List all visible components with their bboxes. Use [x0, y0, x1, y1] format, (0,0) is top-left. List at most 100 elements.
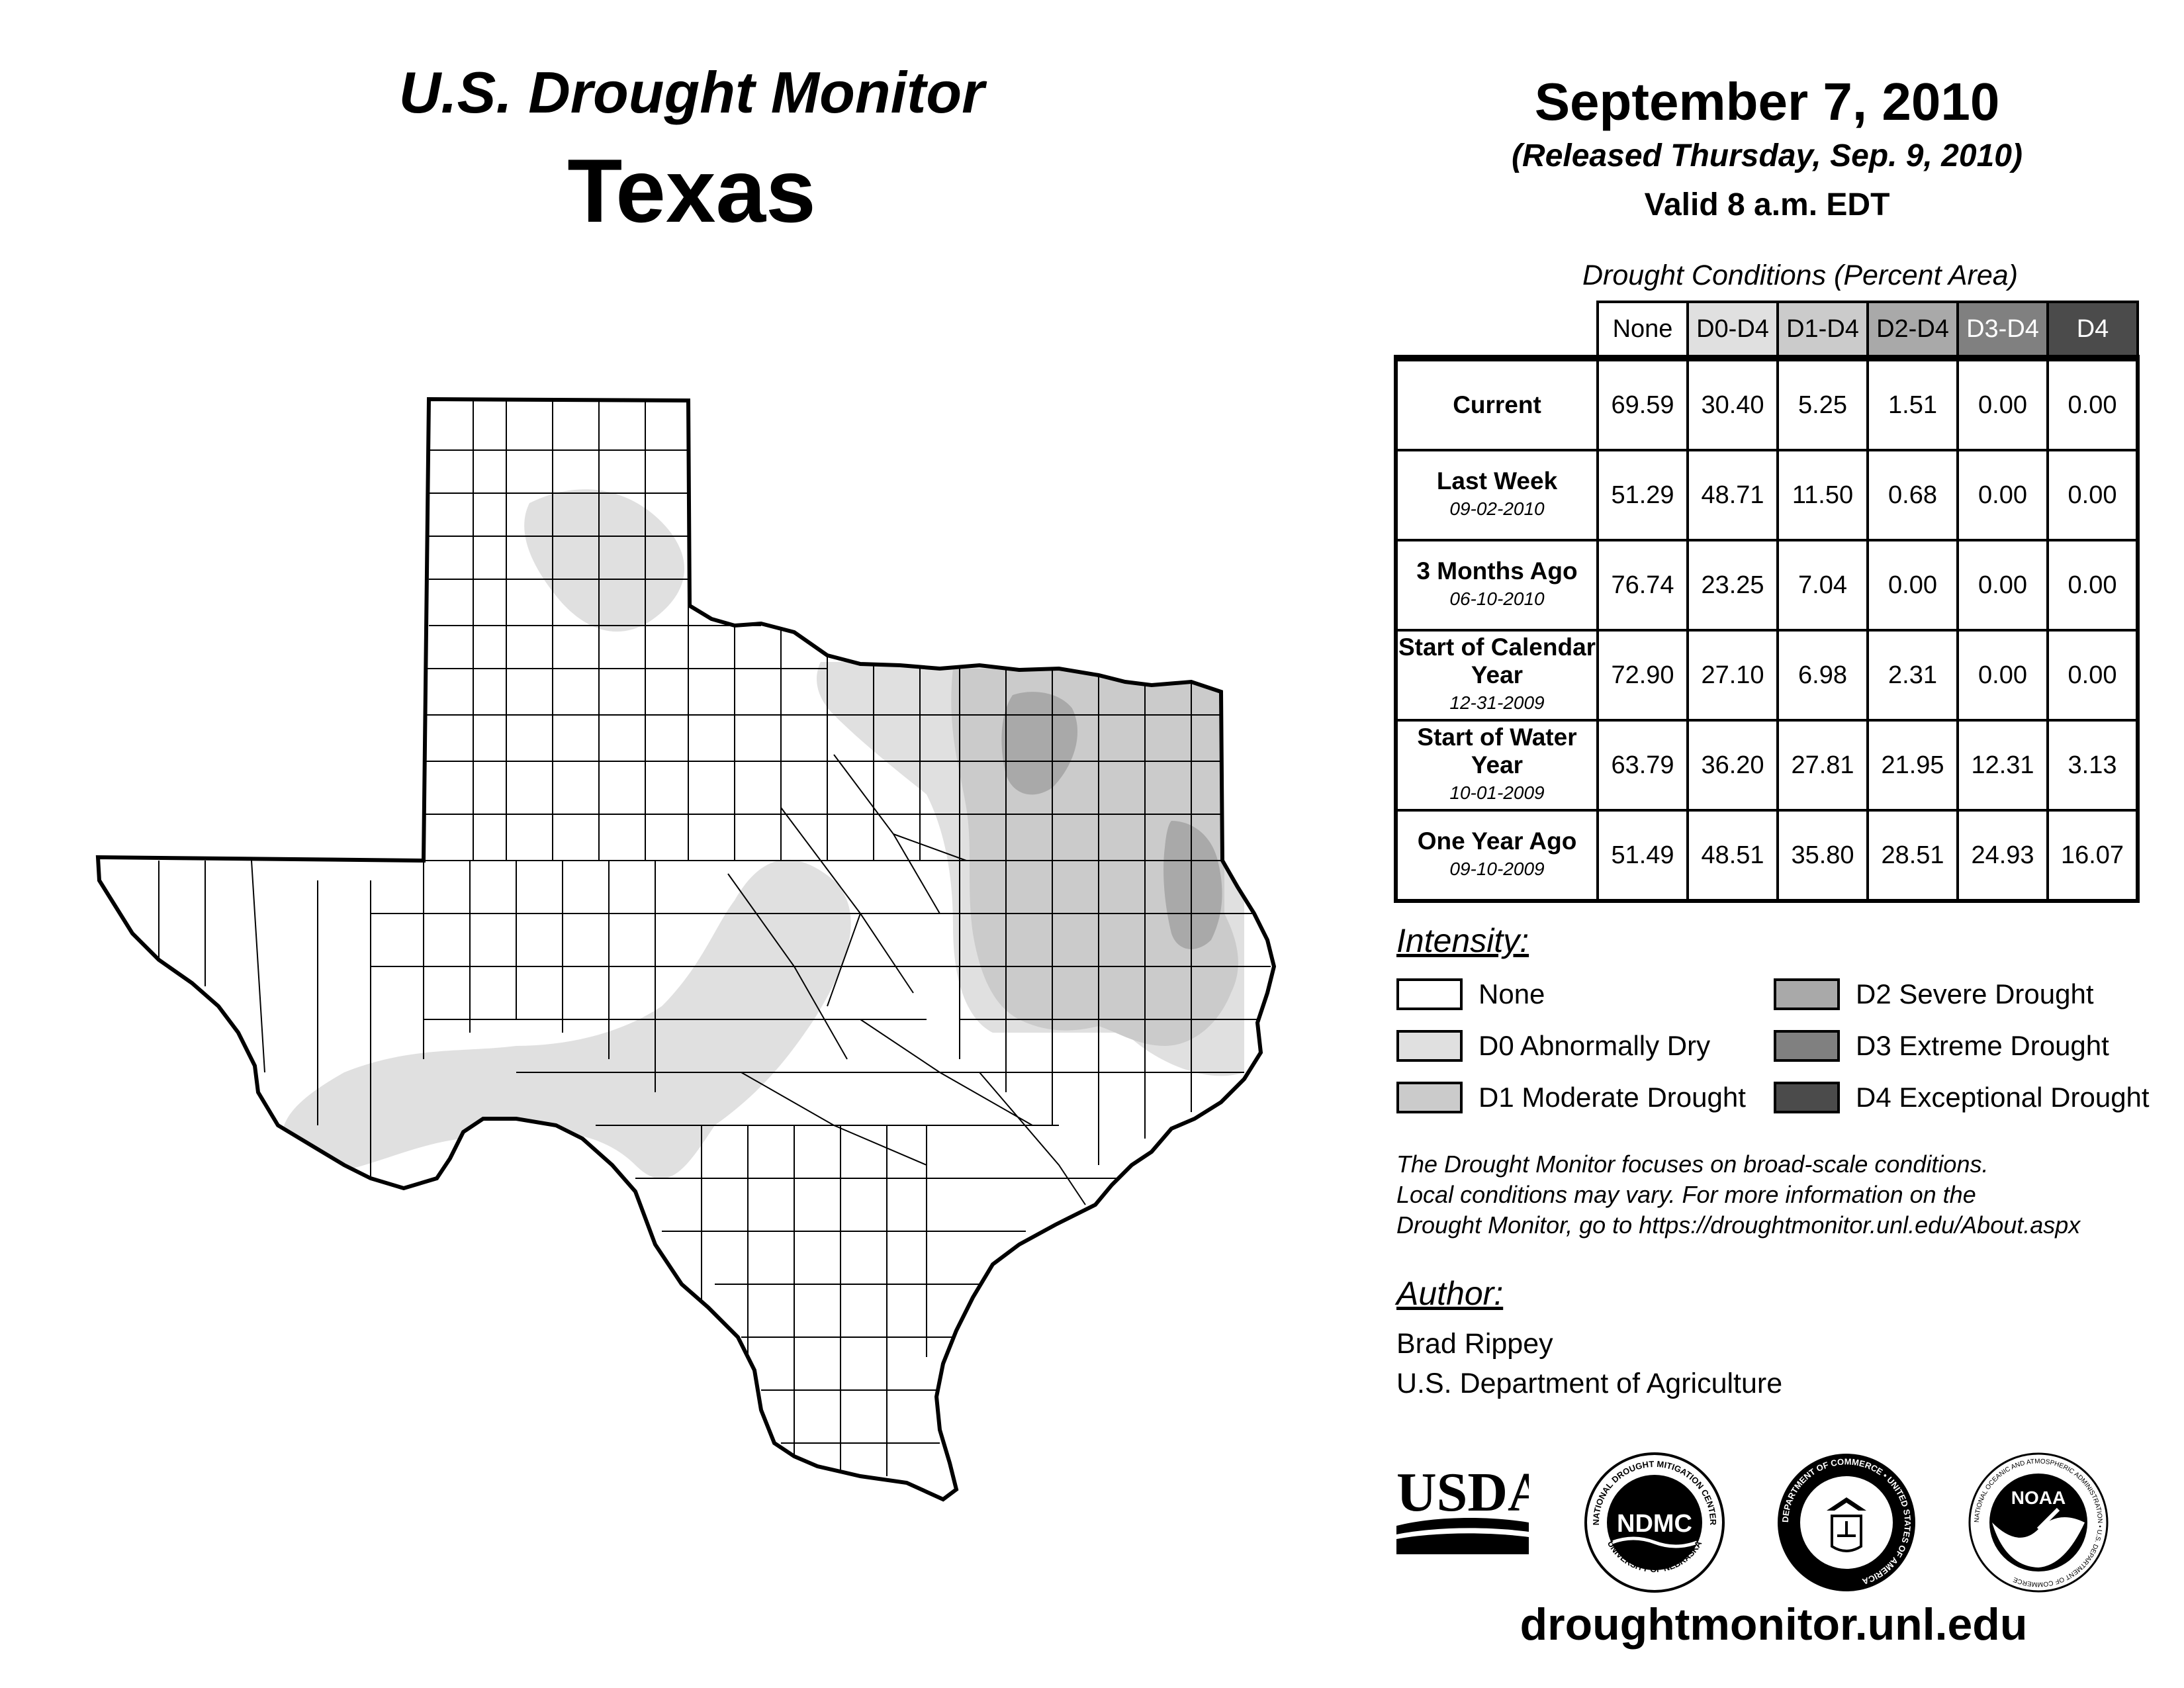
- legend-item-d0: D0 Abnormally Dry: [1396, 1030, 1710, 1062]
- table-cell: 0.00: [1956, 449, 2049, 541]
- row-label-text: One Year Ago: [1417, 827, 1577, 855]
- table-cell: 7.04: [1776, 539, 1869, 632]
- table-row: Start of Calendar Year 12-31-2009 72.90 27.…: [1394, 629, 2140, 722]
- row-date: 09-02-2010: [1449, 498, 1545, 519]
- legend-item-d3: D3 Extreme Drought: [1774, 1030, 2109, 1062]
- table-cell: 48.51: [1686, 809, 1779, 903]
- col-header: D2-D4: [1866, 301, 1959, 359]
- usda-logo: USDA: [1396, 1463, 1529, 1554]
- table-row: 3 Months Ago 06-10-2010 76.74 23.25 7.04 0.00…: [1394, 539, 2140, 632]
- table-cell: 2.31: [1866, 629, 1959, 722]
- note-line: The Drought Monitor focuses on broad-sca…: [1396, 1150, 1989, 1178]
- row-label: Start of Water Year 10-01-2009: [1394, 719, 1599, 812]
- table-cell: 21.95: [1866, 719, 1959, 812]
- table-cell: 3.13: [2046, 719, 2140, 812]
- ndmc-logo: NDMC NATIONAL DROUGHT MITIGATION CENTER …: [1584, 1452, 1725, 1593]
- row-date: 06-10-2010: [1449, 588, 1545, 609]
- date-block: September 7, 2010 (Released Thursday, Se…: [1416, 71, 2118, 225]
- table-cell: 76.74: [1596, 539, 1689, 632]
- valid-time: Valid 8 a.m. EDT: [1644, 187, 1890, 222]
- table-cell: 0.00: [1956, 629, 2049, 722]
- noaa-logo: NOAA NATIONAL OCEANIC AND ATMOSPHERIC AD…: [1968, 1452, 2109, 1593]
- legend-label: D2 Severe Drought: [1856, 978, 2094, 1009]
- row-label: Current: [1394, 355, 1599, 451]
- d2-area-northeast: [1001, 692, 1078, 795]
- col-header: D0-D4: [1686, 301, 1779, 359]
- table-cell: 30.40: [1686, 355, 1779, 451]
- table-cell: 35.80: [1776, 809, 1869, 903]
- row-date: 12-31-2009: [1449, 692, 1545, 713]
- d0-area-panhandle: [524, 489, 684, 632]
- author-title: Author:: [1396, 1275, 1504, 1312]
- disclaimer-note: The Drought Monitor focuses on broad-sca…: [1396, 1149, 2164, 1241]
- col-header: D3-D4: [1956, 301, 2049, 359]
- table-header-row: None D0-D4 D1-D4 D2-D4 D3-D4 D4: [1396, 301, 2139, 359]
- d2-area-sabine: [1163, 821, 1222, 949]
- table-cell: 28.51: [1866, 809, 1959, 903]
- table-cell: 69.59: [1596, 355, 1689, 451]
- table-cell: 23.25: [1686, 539, 1779, 632]
- table-cell: 51.49: [1596, 809, 1689, 903]
- state-title: Texas: [567, 140, 816, 241]
- intensity-title: Intensity:: [1396, 922, 1529, 959]
- ndmc-wordmark: NDMC: [1617, 1510, 1692, 1538]
- table-cell: 11.50: [1776, 449, 1869, 541]
- table-corner: [1396, 302, 1598, 359]
- table-caption: Drought Conditions (Percent Area): [1582, 259, 2019, 291]
- county-lines: [158, 399, 1271, 1476]
- map-date: September 7, 2010: [1534, 72, 2000, 131]
- author-org: U.S. Department of Agriculture: [1396, 1368, 1783, 1399]
- table-cell: 0.00: [1956, 539, 2049, 632]
- table-cell: 12.31: [1956, 719, 2049, 812]
- table-cell: 51.29: [1596, 449, 1689, 541]
- legend-item-d4: D4 Exceptional Drought: [1774, 1082, 2150, 1113]
- table-row: Last Week 09-02-2010 51.29 48.71 11.50 0.68 0.…: [1394, 449, 2140, 541]
- table-cell: 72.90: [1596, 629, 1689, 722]
- legend-label: D1 Moderate Drought: [1479, 1082, 1746, 1113]
- legend-label: None: [1479, 978, 1545, 1009]
- row-label-text: Start of Water Year: [1417, 724, 1577, 778]
- legend-swatch: [1774, 978, 1840, 1010]
- usda-wordmark: USDA: [1396, 1463, 1529, 1523]
- commerce-seal-logo: DEPARTMENT OF COMMERCE • UNITED STATES O…: [1778, 1454, 1915, 1591]
- table-cell: 16.07: [2046, 809, 2140, 903]
- legend-label: D0 Abnormally Dry: [1479, 1030, 1711, 1061]
- release-date: (Released Thursday, Sep. 9, 2010): [1512, 138, 2023, 173]
- row-label: Start of Calendar Year 12-31-2009: [1394, 629, 1599, 722]
- table-cell: 0.00: [2046, 355, 2140, 451]
- col-header: None: [1596, 301, 1689, 359]
- row-label-text: Start of Calendar Year: [1398, 633, 1596, 688]
- row-label-text: Current: [1453, 391, 1541, 418]
- row-label: 3 Months Ago 06-10-2010: [1394, 539, 1599, 632]
- table-cell: 0.00: [1866, 539, 1959, 632]
- author-info: Brad Rippey U.S. Department of Agricultu…: [1396, 1324, 1782, 1403]
- drought-conditions-table: None D0-D4 D1-D4 D2-D4 D3-D4 D4 Current 6…: [1394, 301, 2140, 903]
- table-row: Start of Water Year 10-01-2009 63.79 36.20 2…: [1394, 719, 2140, 812]
- title-block: U.S. Drought Monitor Texas: [251, 60, 1132, 244]
- table-body: Current 69.59 30.40 5.25 1.51 0.00 0.00 Last We…: [1394, 355, 2140, 903]
- table-cell: 1.51: [1866, 355, 1959, 451]
- footer-url[interactable]: droughtmonitor.unl.edu: [1520, 1599, 2028, 1650]
- row-label-text: Last Week: [1436, 467, 1558, 494]
- table-cell: 36.20: [1686, 719, 1779, 812]
- table-cell: 63.79: [1596, 719, 1689, 812]
- table-cell: 6.98: [1776, 629, 1869, 722]
- d0-area-central: [281, 859, 851, 1179]
- legend-swatch: [1396, 1082, 1463, 1113]
- table-cell: 0.68: [1866, 449, 1959, 541]
- table-cell: 0.00: [2046, 629, 2140, 722]
- row-date: 09-10-2009: [1449, 859, 1545, 879]
- monitor-title: U.S. Drought Monitor: [398, 60, 985, 125]
- note-line: Local conditions may vary. For more info…: [1396, 1181, 1976, 1208]
- legend-label: D4 Exceptional Drought: [1856, 1082, 2150, 1113]
- table-cell: 24.93: [1956, 809, 2049, 903]
- legend-item-d2: D2 Severe Drought: [1774, 978, 2094, 1010]
- table-row: One Year Ago 09-10-2009 51.49 48.51 35.80 28.…: [1394, 809, 2140, 903]
- table-row: Current 69.59 30.40 5.25 1.51 0.00 0.00: [1394, 355, 2140, 451]
- note-line: Drought Monitor, go to https://droughtmo…: [1396, 1211, 2081, 1239]
- table-cell: 48.71: [1686, 449, 1779, 541]
- table-cell: 27.81: [1776, 719, 1869, 812]
- table-cell: 0.00: [2046, 539, 2140, 632]
- eagle-icon: [1827, 1497, 1866, 1511]
- legend-swatch: [1396, 1030, 1463, 1062]
